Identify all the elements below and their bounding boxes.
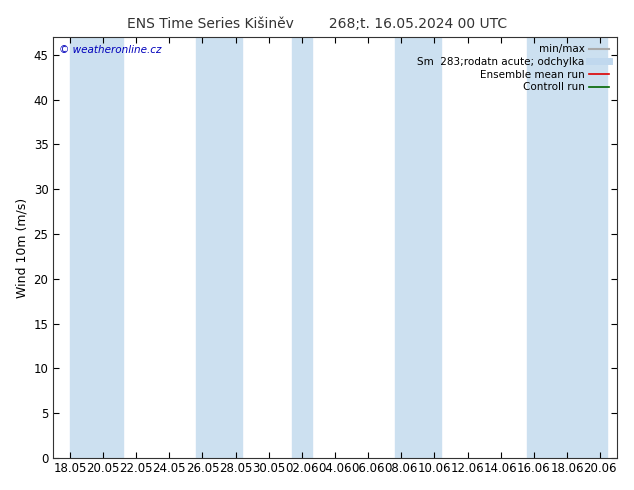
Bar	[527, 37, 607, 458]
Legend: min/max, Sm  283;rodatn acute; odchylka, Ensemble mean run, Controll run: min/max, Sm 283;rodatn acute; odchylka, …	[415, 42, 612, 94]
Text: © weatheronline.cz: © weatheronline.cz	[59, 46, 162, 55]
Bar	[292, 37, 312, 458]
Bar	[70, 37, 123, 458]
Bar	[394, 37, 441, 458]
Bar	[196, 37, 242, 458]
Y-axis label: Wind 10m (m/s): Wind 10m (m/s)	[15, 197, 28, 297]
Text: ENS Time Series Kišiněv        268;t. 16.05.2024 00 UTC: ENS Time Series Kišiněv 268;t. 16.05.202…	[127, 17, 507, 31]
